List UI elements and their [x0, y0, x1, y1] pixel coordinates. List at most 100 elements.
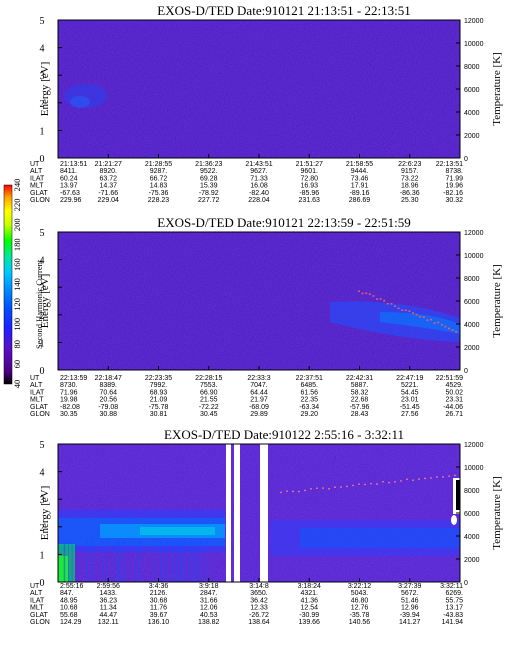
orbit-row-label: GLAT [30, 404, 48, 411]
orbit-value: 71.96 [60, 389, 78, 396]
orbit-value: 8730. [60, 382, 78, 389]
orbit-row-label: GLAT [30, 612, 48, 619]
orbit-value: 5043. [351, 590, 369, 597]
energy-tick-label: 4 [40, 256, 45, 267]
orbit-value: 14.83 [150, 183, 168, 190]
orbit-value: -63.34 [299, 404, 319, 411]
orbit-value: 66.72 [150, 175, 168, 182]
spectrogram-features [330, 290, 460, 342]
orbit-value: 132.11 [98, 619, 119, 626]
orbit-value: 61.56 [300, 389, 318, 396]
orbit-value: 228.04 [248, 197, 270, 204]
orbit-value: 55.68 [60, 612, 78, 619]
energy-tick-label: 4 [40, 44, 45, 55]
temperature-tick-label: 2000 [464, 133, 480, 140]
orbit-row-label: ILAT [30, 175, 45, 182]
orbit-value: 23.01 [401, 397, 419, 404]
orbit-table: UT 21:13:51 21:21:27 21:28:55 21:36:23 21:43:… [30, 161, 463, 204]
orbit-value: 231.63 [299, 197, 321, 204]
orbit-value: 30.45 [200, 411, 218, 418]
orbit-value: 71.99 [445, 175, 463, 182]
orbit-row-label: GLON [30, 411, 50, 418]
orbit-value: 141.27 [399, 619, 421, 626]
orbit-value: 15.39 [200, 183, 218, 190]
orbit-value: 21.55 [200, 397, 218, 404]
panel-title: EXOS-D/TED Date:910122 2:55:16 - 3:32:11 [164, 427, 404, 442]
spectrogram-features [58, 444, 460, 582]
temperature-tick-label: 6000 [464, 87, 480, 94]
orbit-value: 10.68 [60, 605, 78, 612]
orbit-row-label: ILAT [30, 389, 45, 396]
orbit-row-label: MLT [30, 605, 44, 612]
orbit-value: 26.71 [445, 411, 463, 418]
orbit-value: -44.06 [443, 404, 463, 411]
panel-title: EXOS-D/TED Date:910121 22:13:59 - 22:51:… [157, 215, 410, 230]
orbit-value: -75.36 [149, 190, 169, 197]
time-tick-label: 2:59:56 [97, 583, 120, 590]
orbit-value: 19.98 [60, 397, 78, 404]
orbit-value: 141.94 [442, 619, 464, 626]
panel-3: EXOS-D/TED Date:910122 2:55:16 - 3:32:11… [30, 427, 503, 626]
time-tick-label: 22:23:35 [145, 375, 172, 382]
energy-tick-label: 2 [40, 99, 45, 110]
orbit-value: 39.67 [150, 612, 168, 619]
orbit-value: 1433. [99, 590, 117, 597]
temperature-tick-label: 2000 [464, 557, 480, 564]
orbit-value: 6485. [300, 382, 318, 389]
orbit-value: 12.96 [401, 605, 419, 612]
orbit-value: 847. [60, 590, 74, 597]
energy-tick-label: 1 [40, 550, 45, 561]
energy-tick-label: 3 [40, 71, 45, 82]
panel-1: EXOS-D/TED Date:910121 21:13:51 - 22:13:… [30, 3, 503, 204]
orbit-value: 27.56 [401, 411, 419, 418]
temperature-tick-label: 10000 [464, 253, 484, 260]
colorbar-tick-label: 180 [12, 238, 22, 251]
temperature-tick-label: 6000 [464, 299, 480, 306]
spectrogram-noise [58, 232, 460, 370]
time-tick-label: 3:27:39 [398, 583, 421, 590]
orbit-value: 19.96 [445, 183, 463, 190]
temperature-tick-label: 4000 [464, 322, 480, 329]
time-tick-label: 21:51:27 [296, 161, 323, 168]
orbit-value: -68.09 [249, 404, 269, 411]
orbit-value: 228.23 [148, 197, 170, 204]
temperature-tick-label: 8000 [464, 276, 480, 283]
orbit-value: -30.99 [299, 612, 319, 619]
orbit-value: 46.80 [351, 597, 369, 604]
data-gap-edge [456, 480, 460, 510]
orbit-value: 31.66 [200, 597, 218, 604]
orbit-value: -57.96 [350, 404, 370, 411]
orbit-value: 64.44 [250, 389, 268, 396]
orbit-value: 12.54 [300, 605, 318, 612]
orbit-value: 50.02 [445, 389, 463, 396]
energy-tick-label: 0 [40, 366, 45, 377]
orbit-value: 21.09 [150, 397, 168, 404]
orbit-value: 13.17 [445, 605, 463, 612]
orbit-value: 7047. [250, 382, 268, 389]
temperature-tick-label: 8000 [464, 64, 480, 71]
orbit-value: 18.96 [401, 183, 419, 190]
orbit-value: 9157. [401, 168, 419, 175]
time-tick-label: 21:21:27 [95, 161, 122, 168]
time-tick-label: 3:9:18 [199, 583, 219, 590]
colorbar-tick-label: 220 [12, 199, 22, 212]
orbit-row-label: MLT [30, 183, 44, 190]
orbit-value: -67.63 [60, 190, 80, 197]
temperature-tick-label: 4000 [464, 110, 480, 117]
orbit-value: 7553. [200, 382, 218, 389]
temperature-tick-label: 12000 [464, 230, 484, 237]
orbit-row-label: ALT [30, 590, 43, 597]
energy-tick-label: 5 [40, 16, 45, 27]
time-tick-label: 21:58:55 [346, 161, 373, 168]
temperature-tick-label: 10000 [464, 41, 484, 48]
orbit-value: 286.69 [349, 197, 371, 204]
orbit-value: 13.97 [60, 183, 78, 190]
orbit-value: 55.75 [445, 597, 463, 604]
orbit-table: UT 2:55:16 2:59:56 3:4:36 3:9:18 3:14:8 3:18:2… [30, 583, 463, 626]
energy-tick-label: 3 [40, 495, 45, 506]
time-tick-label: 22:42:31 [346, 375, 373, 382]
orbit-value: 48.95 [60, 597, 78, 604]
orbit-value: 12.33 [250, 605, 268, 612]
orbit-value: 51.46 [401, 597, 419, 604]
